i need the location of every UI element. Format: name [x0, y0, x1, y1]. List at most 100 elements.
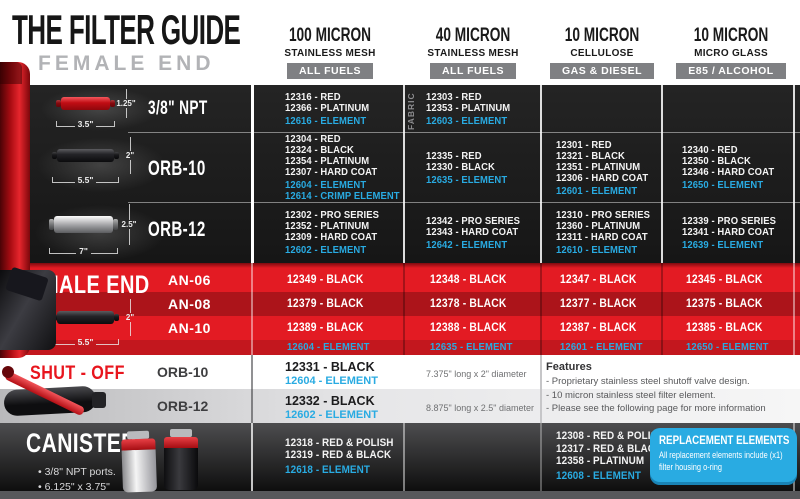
male-part-cell: 12389 - BLACK	[287, 322, 364, 334]
dim-length-label: 5.5"	[52, 337, 119, 347]
replacement-body: All replacement elements include (x1) fi…	[659, 450, 783, 473]
male-part-cell: 12385 - BLACK	[686, 322, 763, 334]
part-numbers: 12342 - PRO SERIES 12343 - HARD COAT	[426, 214, 521, 238]
row-label-orb10: ORB-10	[148, 157, 206, 180]
element-numbers: 12604 - ELEMENT 12614 - CRIMP ELEMENT	[285, 179, 400, 202]
filter-body-black	[57, 149, 114, 162]
media-label: CELLULOSE	[570, 48, 634, 59]
footer-bar	[0, 491, 800, 499]
column-header-10-micron-micro-glass: 10 MICRON MICRO GLASS E85 / ALCOHOL	[656, 25, 800, 79]
canister-specs: • 3/8" NPT ports. • 6.125" x 3.75"	[38, 466, 116, 491]
dim-height-label: 1.25"	[116, 89, 136, 118]
shutoff-element-number: 12604 - ELEMENT	[285, 375, 378, 387]
male-end-section: MALE END 2" 5.5" AN-06 AN-08 AN-10 12349…	[0, 263, 800, 355]
filter-icon-orb10: 2" 5.5"	[52, 137, 140, 185]
media-label: MICRO GLASS	[694, 48, 768, 59]
male-part-cell: 12345 - BLACK	[686, 274, 763, 286]
shutoff-size-note: 8.875" long x 2.5" diameter	[426, 403, 534, 413]
part-numbers-cell: 12335 - RED 12330 - BLACK 12635 - ELEMEN…	[426, 133, 516, 203]
shutoff-row-label-orb12: ORB-12	[157, 398, 209, 414]
male-part-cell: 12377 - BLACK	[560, 298, 637, 310]
media-label: STAINLESS MESH	[427, 48, 519, 59]
column-separator	[540, 423, 542, 491]
column-separator	[540, 263, 542, 355]
male-element-cell: 12635 - ELEMENT	[430, 341, 513, 353]
filter-body-red	[61, 97, 110, 110]
dim-length-label: 5.5"	[52, 175, 119, 185]
filter-body-black	[57, 311, 114, 324]
part-numbers: 12303 - RED 12353 - PLATINUM	[426, 90, 511, 114]
part-numbers-cell: 12342 - PRO SERIES 12343 - HARD COAT 126…	[426, 203, 531, 263]
page-title: THE FILTER GUIDE	[12, 6, 241, 53]
canister-title: CANISTER	[26, 428, 137, 458]
part-numbers: 12301 - RED 12321 - BLACK 12351 - PLATIN…	[556, 138, 649, 184]
column-separator	[403, 423, 405, 491]
row-separator	[128, 132, 800, 133]
shutoff-part-number: 12332 - BLACK	[285, 394, 375, 408]
column-separator	[540, 85, 542, 263]
micron-label: 100 MICRON	[288, 25, 372, 46]
dim-length-label: 7"	[49, 246, 118, 256]
element-numbers: 12616 - ELEMENT	[285, 114, 367, 127]
dim-height-label: 2.5"	[119, 204, 139, 245]
male-part-cell: 12388 - BLACK	[430, 322, 507, 334]
column-header-100-micron: 100 MICRON STAINLESS MESH ALL FUELS	[255, 25, 405, 79]
row-label-an08: AN-08	[168, 296, 211, 312]
column-separator	[793, 85, 795, 263]
female-end-table: 1.25" 3.5" 3/8" NPT 12316 - RED 12366 - …	[0, 85, 800, 263]
shutoff-section: SHUT - OFF ORB-10 ORB-12 12331 - BLACK 1…	[0, 355, 800, 423]
part-numbers-cell: 12310 - PRO SERIES 12360 - PLATINUM 1231…	[556, 203, 661, 263]
column-separator	[251, 263, 253, 355]
replacement-elements-callout: REPLACEMENT ELEMENTS All replacement ele…	[650, 428, 797, 485]
part-numbers-cell: 12339 - PRO SERIES 12341 - HARD COAT 126…	[682, 203, 787, 263]
male-part-cell: 12348 - BLACK	[430, 274, 507, 286]
element-numbers: 12639 - ELEMENT	[682, 238, 764, 251]
column-separator	[403, 85, 405, 263]
element-numbers: 12650 - ELEMENT	[682, 179, 764, 191]
fuel-badge: GAS & DIESEL	[549, 63, 655, 79]
male-part-cell: 12378 - BLACK	[430, 298, 507, 310]
canister-parts-cell: 12318 - RED & POLISH 12319 - RED & BLACK…	[285, 425, 406, 487]
element-numbers: 12642 - ELEMENT	[426, 238, 508, 251]
header: THE FILTER GUIDE FEMALE END 100 MICRON S…	[0, 0, 800, 85]
part-numbers-cell: 12301 - RED 12321 - BLACK 12351 - PLATIN…	[556, 133, 658, 203]
male-part-cell: 12349 - BLACK	[287, 274, 364, 286]
part-numbers-cell: 12316 - RED 12366 - PLATINUM 12616 - ELE…	[285, 85, 379, 133]
shutoff-part-cell: 12332 - BLACK 12602 - ELEMENT	[285, 394, 378, 421]
element-numbers: 12603 - ELEMENT	[426, 114, 508, 127]
micron-label: 40 MICRON	[435, 25, 511, 46]
shutoff-title: SHUT - OFF	[30, 363, 125, 384]
element-numbers: 12602 - ELEMENT	[285, 244, 367, 256]
canister-section: CANISTER • 3/8" NPT ports. • 6.125" x 3.…	[0, 423, 800, 491]
element-numbers: 12608 - ELEMENT	[556, 469, 641, 482]
shutoff-size-note: 7.375" long x 2" diameter	[426, 369, 527, 379]
features-block: Features - Proprietary stainless steel s…	[546, 361, 786, 416]
male-element-cell: 12650 - ELEMENT	[686, 341, 769, 353]
element-numbers: 12618 - ELEMENT	[285, 463, 370, 476]
part-numbers: 12304 - RED 12324 - BLACK 12354 - PLATIN…	[285, 133, 378, 178]
dim-height-label: 2"	[120, 299, 140, 336]
male-part-cell: 12387 - BLACK	[560, 322, 637, 334]
micron-label: 10 MICRON	[693, 25, 769, 46]
male-part-cell: 12347 - BLACK	[560, 274, 637, 286]
part-numbers-cell: 12340 - RED 12350 - BLACK 12346 - HARD C…	[682, 133, 784, 203]
shutoff-element-number: 12602 - ELEMENT	[285, 409, 378, 421]
part-numbers: 12335 - RED 12330 - BLACK	[426, 149, 495, 173]
fabric-note: FABRIC	[406, 92, 416, 130]
row-label-npt: 3/8" NPT	[148, 98, 208, 119]
features-title: Features	[546, 361, 592, 373]
column-separator	[251, 423, 253, 491]
shutoff-part-cell: 12331 - BLACK 12604 - ELEMENT	[285, 360, 378, 387]
part-numbers-cell: 12303 - RED 12353 - PLATINUM 12603 - ELE…	[426, 85, 520, 133]
column-separator	[661, 263, 663, 355]
male-part-cell: 12375 - BLACK	[686, 298, 763, 310]
part-numbers: 12339 - PRO SERIES 12341 - HARD COAT	[682, 214, 777, 238]
shutoff-part-number: 12331 - BLACK	[285, 360, 375, 374]
part-numbers: 12308 - RED & POLISH 12317 - RED & BLACK…	[556, 430, 665, 468]
male-end-title: MALE END	[42, 271, 150, 299]
element-numbers: 12610 - ELEMENT	[556, 244, 638, 256]
male-element-cell: 12604 - ELEMENT	[287, 341, 370, 353]
micron-label: 10 MICRON	[564, 25, 640, 46]
filter-icon-npt: 1.25" 3.5"	[56, 89, 136, 129]
filter-icon-orb12: 2.5" 7"	[49, 204, 139, 256]
